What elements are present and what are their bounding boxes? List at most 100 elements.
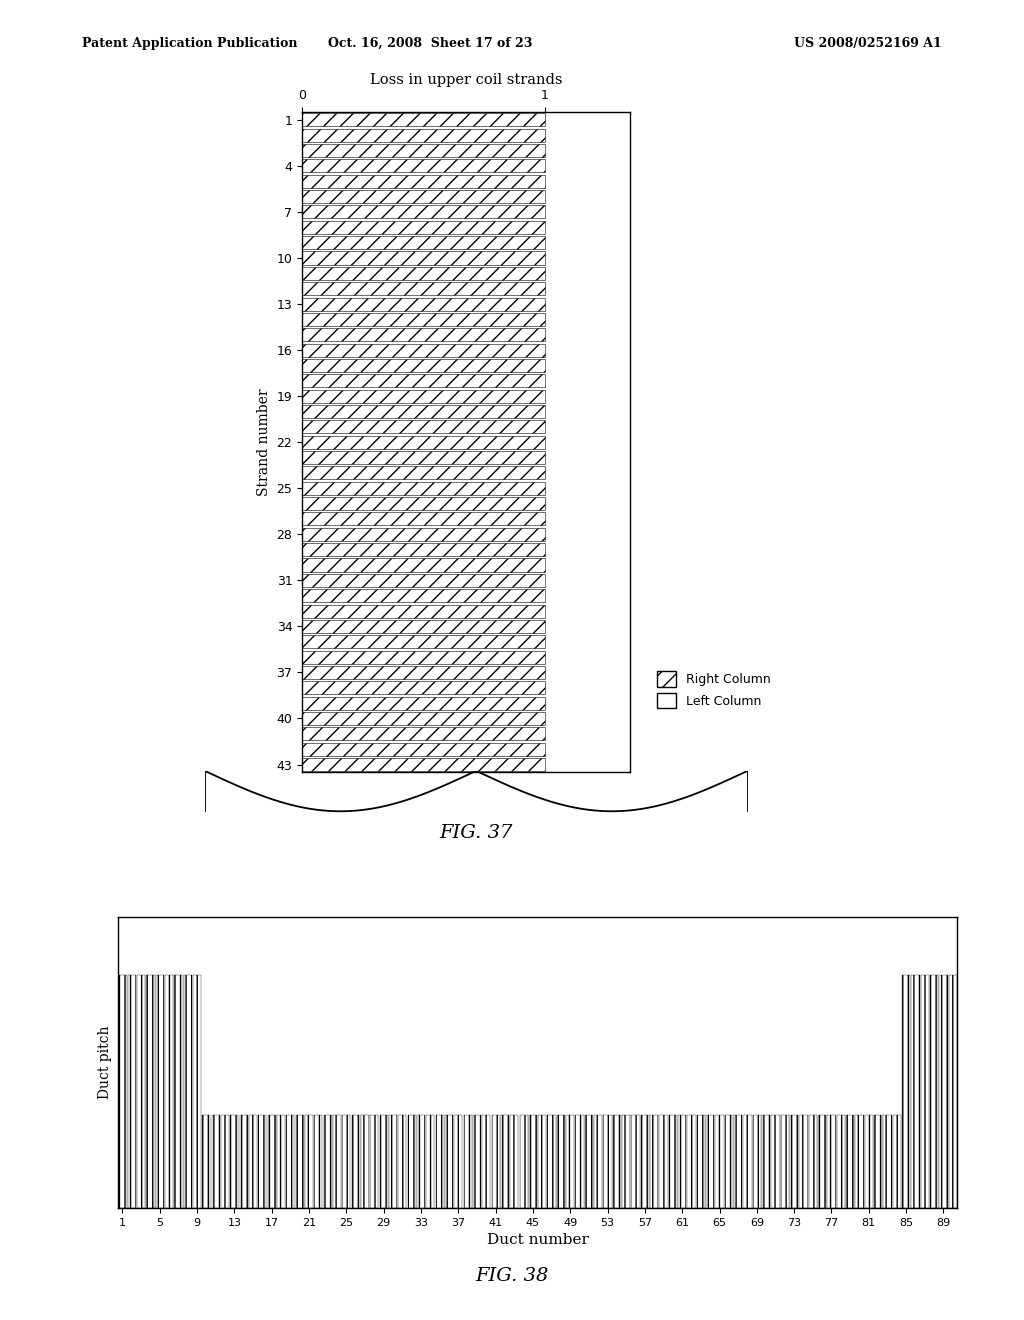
Bar <box>302 252 545 264</box>
Bar <box>156 975 164 1208</box>
Bar <box>371 1115 379 1208</box>
Bar <box>249 1115 257 1208</box>
Bar <box>302 389 545 403</box>
Bar <box>884 1115 892 1208</box>
Bar <box>492 1115 500 1208</box>
Bar <box>193 975 201 1208</box>
Bar <box>302 681 545 694</box>
Bar <box>734 1115 742 1208</box>
Bar <box>302 144 545 157</box>
Bar <box>874 1115 883 1208</box>
Bar <box>119 975 127 1208</box>
Bar <box>296 1115 304 1208</box>
Bar <box>302 375 545 387</box>
Bar <box>302 313 545 326</box>
Bar <box>948 975 956 1208</box>
Bar <box>426 1115 434 1208</box>
Text: Patent Application Publication: Patent Application Publication <box>82 37 297 50</box>
Bar <box>743 1115 752 1208</box>
Bar <box>258 1115 266 1208</box>
Bar <box>333 1115 341 1208</box>
Bar <box>302 574 545 587</box>
Legend: Right Column, Left Column: Right Column, Left Column <box>652 667 776 713</box>
Bar <box>501 1115 509 1208</box>
Bar <box>687 1115 695 1208</box>
Bar <box>302 114 545 127</box>
Bar <box>146 975 155 1208</box>
Bar <box>696 1115 705 1208</box>
Bar <box>837 1115 845 1208</box>
Bar <box>137 975 145 1208</box>
Bar <box>528 1115 537 1208</box>
Bar <box>771 1115 779 1208</box>
Bar <box>864 1115 872 1208</box>
Bar <box>342 1115 350 1208</box>
Bar <box>302 129 545 141</box>
Bar <box>594 1115 602 1208</box>
Bar <box>302 220 545 234</box>
Bar <box>444 1115 453 1208</box>
Bar <box>302 329 545 342</box>
Text: US 2008/0252169 A1: US 2008/0252169 A1 <box>795 37 942 50</box>
Bar <box>302 620 545 632</box>
Bar <box>678 1115 686 1208</box>
Bar <box>930 975 938 1208</box>
Bar <box>360 1115 369 1208</box>
Bar <box>302 558 545 572</box>
Bar <box>302 635 545 648</box>
Bar <box>287 1115 295 1208</box>
Bar <box>398 1115 407 1208</box>
Bar <box>548 1115 556 1208</box>
Bar <box>302 727 545 741</box>
Bar <box>408 1115 416 1208</box>
Bar <box>585 1115 593 1208</box>
Bar <box>165 975 173 1208</box>
Bar <box>762 1115 770 1208</box>
Bar <box>669 1115 677 1208</box>
Bar <box>302 451 545 465</box>
Bar <box>855 1115 863 1208</box>
Bar <box>302 697 545 710</box>
Bar <box>302 482 545 495</box>
Bar <box>725 1115 733 1208</box>
Bar <box>302 190 545 203</box>
Bar <box>305 1115 313 1208</box>
Bar <box>267 1115 275 1208</box>
Bar <box>417 1115 425 1208</box>
Bar <box>603 1115 611 1208</box>
Bar <box>482 1115 490 1208</box>
Bar <box>302 711 545 725</box>
Bar <box>473 1115 481 1208</box>
Bar <box>302 359 545 372</box>
Bar <box>302 236 545 249</box>
Bar <box>566 1115 574 1208</box>
Bar <box>240 1115 248 1208</box>
Bar <box>302 405 545 418</box>
Bar <box>302 174 545 187</box>
Bar <box>510 1115 518 1208</box>
Bar <box>902 975 910 1208</box>
Bar <box>623 1115 631 1208</box>
Bar <box>302 743 545 756</box>
Text: Oct. 16, 2008  Sheet 17 of 23: Oct. 16, 2008 Sheet 17 of 23 <box>328 37 532 50</box>
Bar <box>302 543 545 556</box>
Bar <box>212 1115 220 1208</box>
Bar <box>780 1115 788 1208</box>
Bar <box>641 1115 649 1208</box>
Bar <box>230 1115 239 1208</box>
Bar <box>575 1115 584 1208</box>
Bar <box>435 1115 443 1208</box>
Bar <box>203 1115 211 1208</box>
Bar <box>846 1115 854 1208</box>
Bar <box>519 1115 527 1208</box>
Bar <box>314 1115 323 1208</box>
Bar <box>464 1115 472 1208</box>
Bar <box>351 1115 359 1208</box>
Bar <box>389 1115 397 1208</box>
Bar <box>539 1115 547 1208</box>
Bar <box>632 1115 640 1208</box>
Bar <box>791 1115 799 1208</box>
Y-axis label: Duct pitch: Duct pitch <box>98 1026 113 1100</box>
Bar <box>827 1115 836 1208</box>
Bar <box>276 1115 285 1208</box>
